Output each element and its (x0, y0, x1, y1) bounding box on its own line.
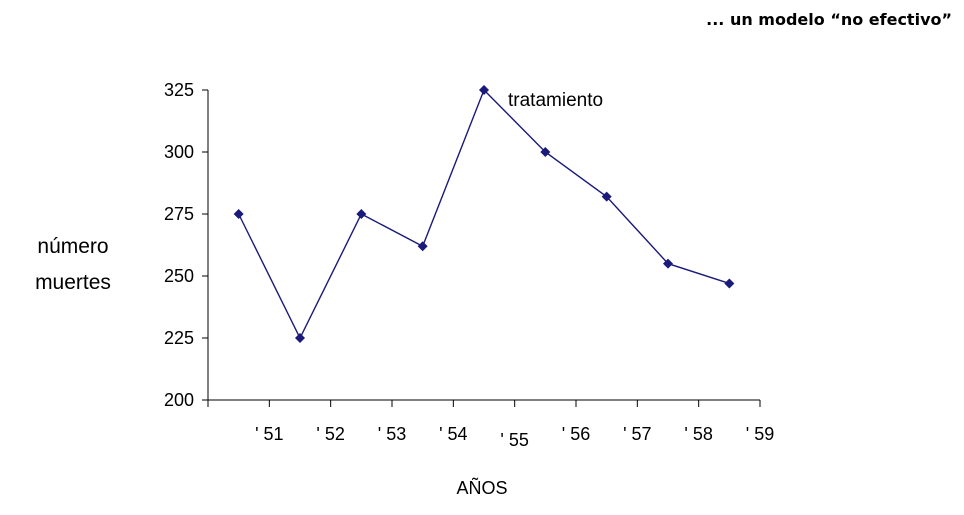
chart-subtitle: ... un modelo “no efectivo” (706, 10, 952, 29)
y-tick-label: 275 (164, 204, 194, 224)
series-line (238, 88, 730, 340)
data-point (663, 258, 673, 269)
data-point (233, 209, 244, 219)
data-point (724, 278, 735, 289)
x-axis-label: AÑOS (456, 478, 508, 498)
x-tick-label: ' 54 (439, 424, 467, 444)
annotation-label: tratamiento (508, 90, 603, 111)
x-tick-label: ' 56 (562, 424, 590, 444)
data-point (479, 85, 489, 95)
y-axis-label-line-1: número (37, 235, 109, 258)
x-tick-label: ' 53 (378, 424, 406, 444)
y-axis-label-line-2: muertes (35, 271, 111, 294)
y-axis-label: número muertes (14, 229, 132, 301)
y-tick-label: 200 (164, 390, 194, 410)
data-point (356, 209, 367, 219)
x-tick-label: ' 55 (500, 430, 528, 450)
data-point (417, 241, 428, 252)
y-tick-label: 325 (164, 80, 194, 100)
x-tick-label: ' 51 (255, 424, 283, 444)
x-tick-label: ' 59 (746, 424, 774, 444)
x-tick-label: ' 57 (623, 424, 651, 444)
y-tick-label: 300 (164, 142, 194, 162)
x-tick-label: ' 58 (684, 424, 712, 444)
x-tick-label: ' 52 (316, 424, 344, 444)
y-tick-label: 225 (164, 328, 194, 348)
data-point (601, 191, 612, 202)
data-point (295, 333, 305, 343)
y-tick-label: 250 (164, 266, 194, 286)
data-point (540, 147, 551, 157)
